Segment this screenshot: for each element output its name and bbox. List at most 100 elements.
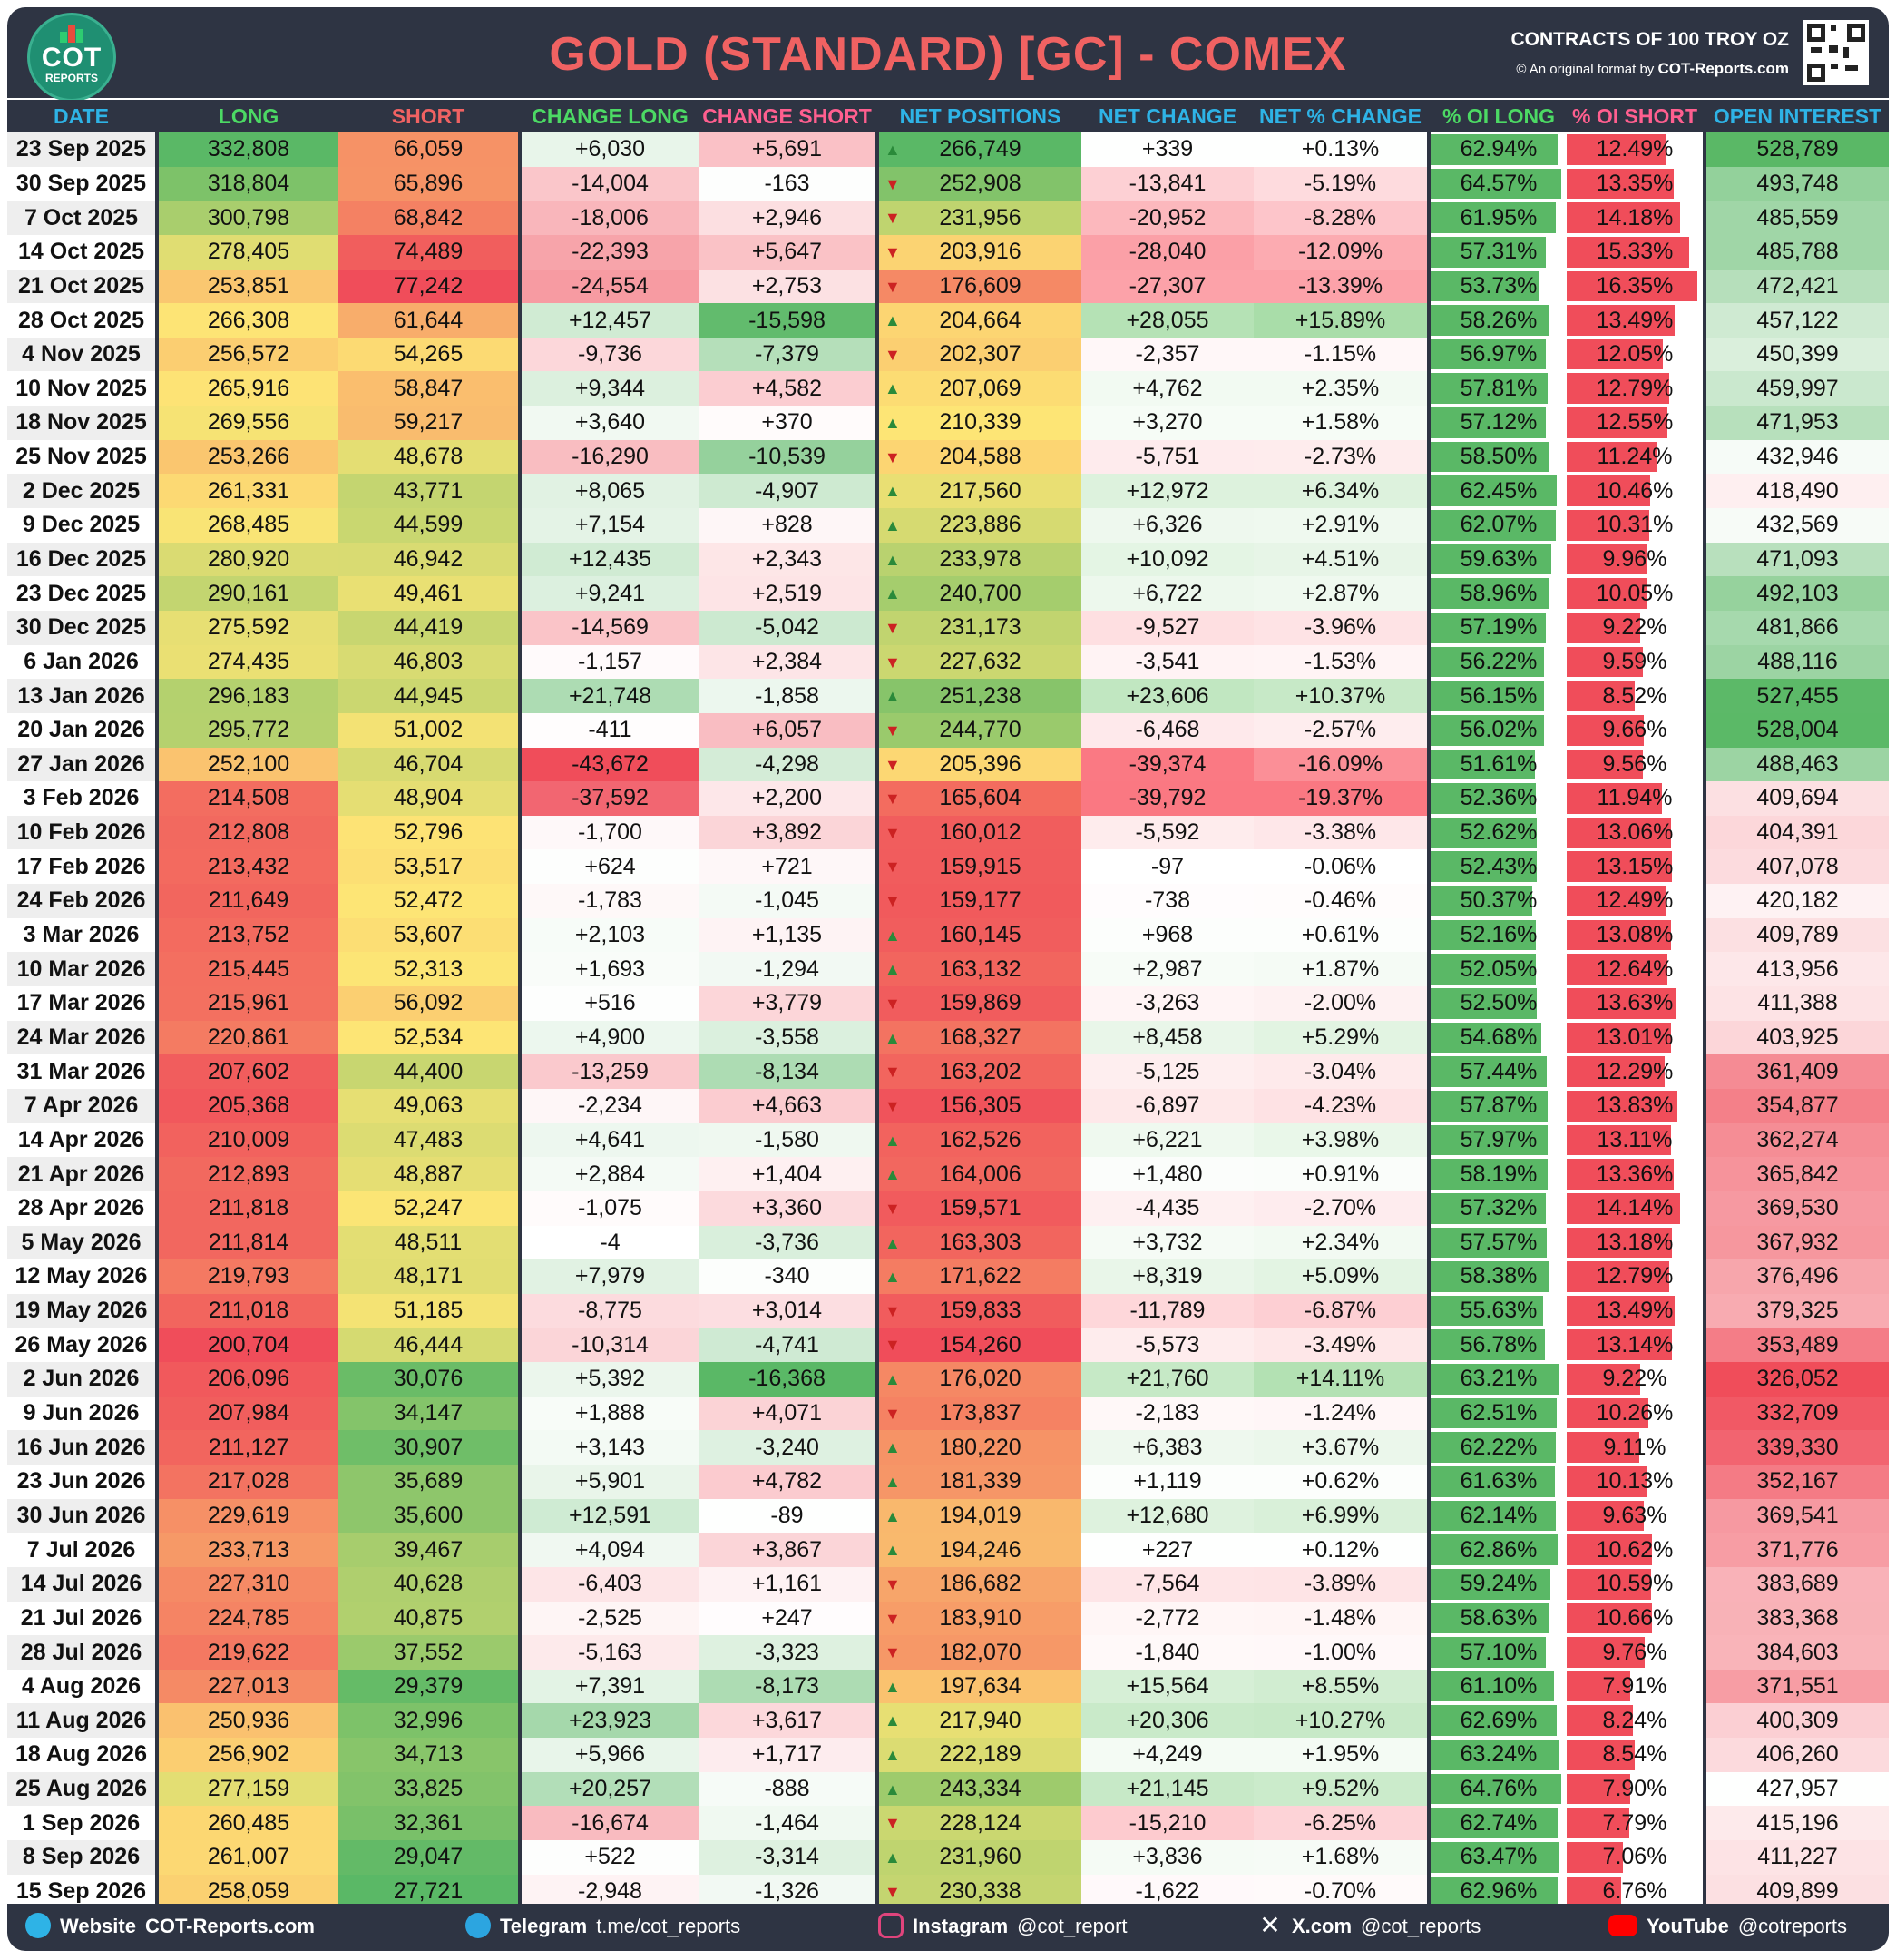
percent-bar xyxy=(1567,1842,1624,1873)
percent-value: 10.59% xyxy=(1596,1571,1674,1597)
net-positions-cell: ▼ 165,604 xyxy=(879,781,1081,816)
net-pct-change-cell: -6.87% xyxy=(1254,1293,1427,1328)
column-divider xyxy=(875,234,879,270)
net-positions-value: 217,940 xyxy=(939,1707,1021,1733)
col-header-net-pct-change[interactable]: NET % CHANGE xyxy=(1254,100,1427,132)
column-divider xyxy=(155,132,159,167)
oi-short-cell: 10.59% xyxy=(1567,1566,1703,1602)
column-divider xyxy=(518,679,522,713)
net-pct-change-cell: -12.09% xyxy=(1254,234,1427,270)
net-pct-change-cell: +1.68% xyxy=(1254,1840,1427,1875)
net-positions-cell: ▼ 156,305 xyxy=(879,1088,1081,1123)
col-header-net-change[interactable]: NET CHANGE xyxy=(1081,100,1254,132)
change-short-cell: -340 xyxy=(699,1259,875,1294)
date-cell: 4 Nov 2025 xyxy=(7,337,155,372)
net-pct-change-cell: +0.13% xyxy=(1254,132,1427,167)
net-positions-cell: ▼ 173,837 xyxy=(879,1396,1081,1431)
date-cell: 5 May 2026 xyxy=(7,1225,155,1260)
date-cell: 12 May 2026 xyxy=(7,1259,155,1294)
net-pct-change-cell: +0.91% xyxy=(1254,1157,1427,1191)
x-value[interactable]: @cot_reports xyxy=(1361,1915,1481,1937)
oi-long-cell: 63.24% xyxy=(1431,1738,1567,1772)
table-row: 21 Oct 2025 253,851 77,242 -24,554 +2,753 ▼ 17… xyxy=(7,269,1889,304)
column-divider xyxy=(875,1157,879,1191)
column-divider xyxy=(155,815,159,850)
percent-bar xyxy=(1567,817,1672,848)
long-cell: 269,556 xyxy=(159,406,338,440)
column-divider xyxy=(1703,1771,1706,1807)
column-divider xyxy=(1703,986,1706,1021)
instagram-value[interactable]: @cot_report xyxy=(1017,1915,1128,1937)
date-cell: 28 Apr 2026 xyxy=(7,1191,155,1226)
change-long-cell: +7,391 xyxy=(522,1669,699,1704)
column-divider xyxy=(1427,1703,1431,1739)
change-short-cell: +2,343 xyxy=(699,542,875,577)
percent-bar xyxy=(1567,954,1668,985)
table-row: 28 Oct 2025 266,308 61,644 +12,457 -15,598 ▲ 2… xyxy=(7,303,1889,338)
net-positions-cell: ▲ 163,132 xyxy=(879,952,1081,987)
short-cell: 48,904 xyxy=(338,781,518,816)
column-divider xyxy=(518,849,522,885)
short-cell: 58,847 xyxy=(338,371,518,407)
change-short-cell: -888 xyxy=(699,1771,875,1807)
net-positions-value: 228,124 xyxy=(939,1809,1021,1836)
oi-long-cell: 58.26% xyxy=(1431,303,1567,338)
percent-value: 13.11% xyxy=(1597,1126,1673,1152)
net-pct-change-cell: -3.89% xyxy=(1254,1566,1427,1602)
net-positions-value: 160,145 xyxy=(939,922,1021,948)
website-value[interactable]: COT-Reports.com xyxy=(144,1915,315,1937)
oi-long-cell: 62.51% xyxy=(1431,1396,1567,1431)
column-divider xyxy=(1427,1191,1431,1226)
short-cell: 46,444 xyxy=(338,1328,518,1363)
percent-bar xyxy=(1431,407,1546,438)
col-header-change-short[interactable]: CHANGE SHORT xyxy=(699,100,875,132)
col-header-oi-long[interactable]: % OI LONG xyxy=(1431,100,1567,132)
open-interest-cell: 383,368 xyxy=(1706,1601,1889,1636)
net-positions-value: 240,700 xyxy=(939,580,1021,606)
short-cell: 51,002 xyxy=(338,712,518,748)
percent-bar xyxy=(1567,646,1644,678)
change-long-cell: -1,783 xyxy=(522,884,699,918)
col-header-open-interest[interactable]: OPEN INTEREST xyxy=(1706,100,1889,132)
net-positions-cell: ▼ 176,609 xyxy=(879,269,1081,304)
oi-long-cell: 56.02% xyxy=(1431,712,1567,748)
col-header-change-long[interactable]: CHANGE LONG xyxy=(522,100,699,132)
net-positions-value: 194,019 xyxy=(939,1502,1021,1528)
col-header-oi-short[interactable]: % OI SHORT xyxy=(1567,100,1703,132)
percent-value: 50.37% xyxy=(1460,887,1538,914)
footer-website[interactable]: Website COT-Reports.com xyxy=(25,1913,324,1940)
percent-value: 9.11% xyxy=(1603,1434,1666,1460)
oi-short-cell: 7.79% xyxy=(1567,1806,1703,1841)
column-divider xyxy=(1703,1669,1706,1704)
copyright-site[interactable]: COT-Reports.com xyxy=(1657,60,1789,77)
footer-x[interactable]: ✕ X.com @cot_reports xyxy=(1257,1913,1481,1940)
table-row: 19 May 2026 211,018 51,185 -8,775 +3,014 ▼ 159… xyxy=(7,1293,1889,1328)
oi-short-cell: 11.24% xyxy=(1567,439,1703,475)
footer-instagram[interactable]: Instagram @cot_report xyxy=(878,1913,1128,1940)
percent-value: 10.46% xyxy=(1596,477,1674,504)
open-interest-cell: 404,391 xyxy=(1706,815,1889,850)
long-cell: 300,798 xyxy=(159,201,338,235)
cot-reports-logo[interactable]: COT REPORTS xyxy=(27,13,116,102)
change-long-cell: -4 xyxy=(522,1225,699,1260)
youtube-value[interactable]: @cotreports xyxy=(1737,1915,1847,1937)
column-divider xyxy=(155,1703,159,1739)
triangle-down-icon: ▼ xyxy=(884,1609,901,1628)
telegram-value[interactable]: t.me/cot_reports xyxy=(596,1915,741,1937)
col-header-date[interactable]: DATE xyxy=(7,100,155,132)
column-divider xyxy=(518,986,522,1021)
net-pct-change-cell: +4.51% xyxy=(1254,542,1427,577)
footer-youtube[interactable]: YouTube @cotreports xyxy=(1608,1915,1847,1938)
net-positions-value: 204,664 xyxy=(939,307,1021,333)
triangle-up-icon: ▲ xyxy=(884,550,901,569)
open-interest-cell: 493,748 xyxy=(1706,166,1889,201)
qr-code-icon[interactable] xyxy=(1803,20,1869,85)
change-short-cell: -1,464 xyxy=(699,1806,875,1841)
col-header-short[interactable]: SHORT xyxy=(338,100,518,132)
date-cell: 14 Apr 2026 xyxy=(7,1122,155,1158)
footer-telegram[interactable]: Telegram t.me/cot_reports xyxy=(465,1913,741,1940)
col-header-net-positions[interactable]: NET POSITIONS xyxy=(879,100,1081,132)
oi-short-cell: 9.66% xyxy=(1567,712,1703,748)
net-change-cell: +12,680 xyxy=(1081,1498,1254,1534)
col-header-long[interactable]: LONG xyxy=(159,100,338,132)
